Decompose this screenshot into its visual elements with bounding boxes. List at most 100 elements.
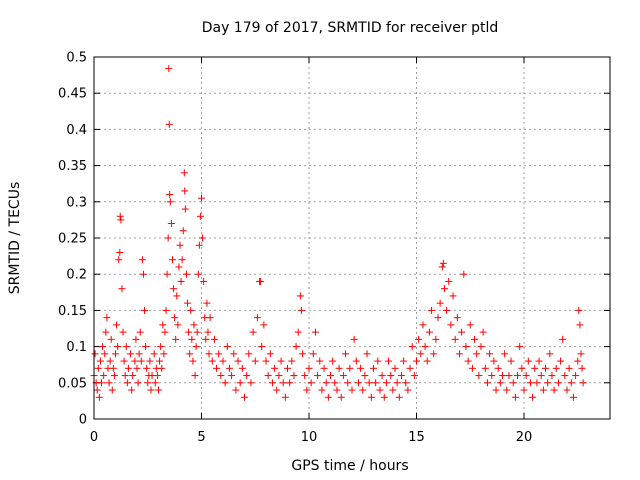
data-point — [488, 372, 496, 380]
data-point — [425, 328, 433, 336]
data-point — [185, 328, 193, 336]
data-point — [458, 328, 466, 336]
data-point — [94, 364, 102, 372]
data-point — [281, 393, 289, 401]
data-point — [161, 328, 169, 336]
data-point — [100, 372, 108, 380]
data-point — [106, 357, 114, 365]
data-point — [329, 357, 337, 365]
data-point — [253, 314, 261, 322]
data-point — [316, 357, 324, 365]
data-point — [346, 364, 354, 372]
data-point — [143, 364, 151, 372]
data-point — [284, 364, 291, 372]
data-point — [337, 393, 345, 401]
data-point — [190, 321, 198, 329]
data-point — [449, 292, 457, 300]
data-point — [382, 379, 390, 387]
data-point — [575, 306, 583, 314]
data-point — [155, 386, 162, 394]
data-points — [90, 65, 587, 401]
data-point — [165, 65, 173, 73]
data-point — [193, 328, 201, 336]
data-point — [481, 364, 489, 372]
data-point — [350, 335, 358, 343]
data-point — [542, 364, 549, 372]
data-point — [511, 393, 519, 401]
data-point — [164, 234, 172, 242]
data-point — [367, 393, 375, 401]
data-point — [192, 343, 200, 351]
data-point — [380, 393, 388, 401]
data-point — [529, 393, 537, 401]
data-point — [288, 357, 296, 365]
data-point — [117, 216, 125, 224]
data-point — [516, 343, 524, 351]
data-point — [385, 357, 393, 365]
data-point — [279, 379, 287, 387]
data-point — [544, 379, 552, 387]
data-point — [208, 357, 216, 365]
data-point — [447, 321, 455, 329]
data-point — [299, 350, 307, 358]
data-point — [320, 364, 328, 372]
data-point — [477, 343, 485, 351]
data-point — [578, 364, 586, 372]
data-point — [569, 393, 577, 401]
data-point — [180, 169, 188, 177]
y-axis-title: SRMTID / TECUs — [7, 182, 23, 295]
data-point — [195, 241, 203, 249]
data-point — [561, 372, 569, 380]
data-point — [361, 372, 369, 380]
data-point — [294, 328, 302, 336]
y-tick-label: 0.15 — [58, 304, 87, 319]
data-point — [194, 270, 202, 278]
data-point — [428, 306, 436, 314]
data-point — [322, 379, 330, 387]
data-point — [292, 343, 300, 351]
data-point — [166, 198, 174, 206]
data-point — [526, 379, 534, 387]
data-point — [258, 343, 266, 351]
data-point — [421, 343, 429, 351]
data-point — [565, 364, 573, 372]
data-point — [410, 372, 418, 380]
data-point — [232, 386, 240, 394]
y-tick-label: 0.1 — [66, 340, 87, 355]
data-point — [243, 372, 251, 380]
data-point — [159, 321, 167, 329]
data-point — [98, 379, 106, 387]
data-point — [141, 306, 149, 314]
data-point — [408, 343, 416, 351]
data-point — [103, 314, 111, 322]
data-point — [225, 364, 233, 372]
data-point — [124, 364, 132, 372]
data-point — [176, 241, 184, 249]
y-tick-label: 0.2 — [66, 268, 87, 283]
data-point — [550, 386, 558, 394]
data-point — [533, 379, 541, 387]
data-point — [548, 372, 556, 380]
data-point — [223, 343, 231, 351]
data-point — [93, 386, 101, 394]
data-point — [507, 357, 515, 365]
data-point — [531, 364, 539, 372]
data-point — [115, 256, 123, 264]
data-point — [524, 357, 532, 365]
data-point — [210, 335, 218, 343]
data-point — [181, 187, 189, 195]
data-point — [131, 357, 139, 365]
data-point — [160, 350, 168, 358]
data-point — [101, 350, 109, 358]
data-point — [119, 328, 127, 336]
data-point — [189, 357, 197, 365]
data-point — [451, 335, 459, 343]
data-point — [335, 364, 343, 372]
data-point — [129, 372, 137, 380]
y-tick-label: 0.3 — [66, 195, 87, 210]
data-point — [168, 256, 176, 264]
data-point — [133, 364, 141, 372]
data-point — [464, 357, 472, 365]
data-point — [178, 256, 186, 264]
